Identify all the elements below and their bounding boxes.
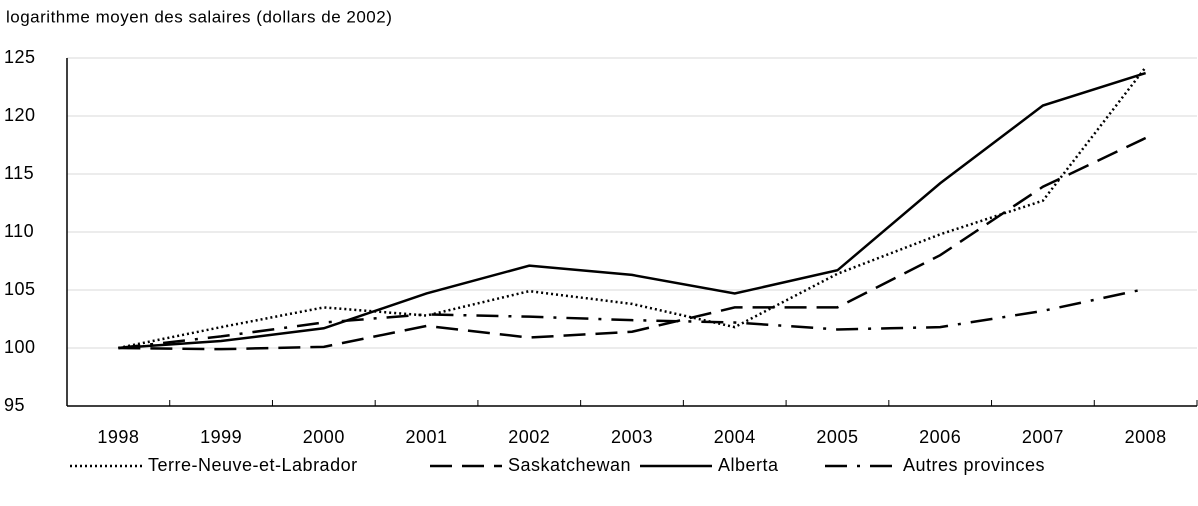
- y-tick-label: 115: [4, 163, 34, 183]
- legend-label: Saskatchewan: [508, 455, 631, 475]
- x-tick-label: 2005: [816, 427, 858, 447]
- legend-label: Terre-Neuve-et-Labrador: [148, 455, 358, 475]
- x-tick-label: 2003: [611, 427, 653, 447]
- legend-label: Alberta: [718, 455, 779, 475]
- series-line: [118, 136, 1147, 351]
- series-line: [118, 71, 1147, 350]
- y-tick-label: 100: [4, 337, 36, 357]
- x-tick-label: 2004: [714, 427, 756, 447]
- legend-label: Autres provinces: [903, 455, 1045, 475]
- y-tick-label: 120: [4, 105, 36, 125]
- x-tick-label: 2006: [919, 427, 961, 447]
- x-tick-label: 2000: [303, 427, 345, 447]
- x-tick-label: 2008: [1125, 427, 1167, 447]
- y-tick-label: 105: [4, 279, 36, 299]
- series-line: [118, 287, 1146, 350]
- y-tick-label: 125: [4, 47, 36, 67]
- x-tick-label: 1998: [97, 427, 139, 447]
- x-tick-label: 2001: [406, 427, 448, 447]
- x-tick-label: 2002: [508, 427, 550, 447]
- series-line: [118, 66, 1147, 350]
- x-tick-label: 1999: [200, 427, 242, 447]
- y-tick-label: 95: [4, 395, 25, 415]
- x-tick-label: 2007: [1022, 427, 1064, 447]
- y-tick-label: 110: [4, 221, 34, 241]
- chart-title: logarithme moyen des salaires (dollars d…: [6, 7, 392, 26]
